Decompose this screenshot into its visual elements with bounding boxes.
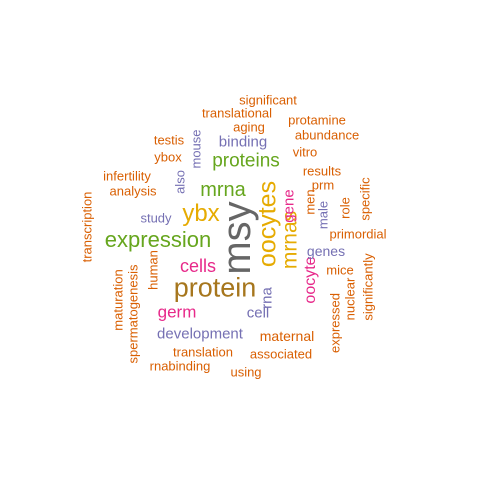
word-expression: expression <box>104 227 212 252</box>
word-men: men <box>302 189 318 215</box>
word-infertility: infertility <box>103 168 151 184</box>
word-specific: specific <box>357 177 373 221</box>
word-expressed: expressed <box>327 293 343 353</box>
word-development: development <box>157 325 243 343</box>
word-ybox: ybox <box>154 149 182 165</box>
word-gene: gene <box>280 189 298 223</box>
word-also: also <box>172 170 188 194</box>
word-study: study <box>140 210 172 226</box>
word-protein: protein <box>173 272 257 303</box>
word-spermatogenesis: spermatogenesis <box>125 264 141 364</box>
word-oocyte: oocyte <box>302 256 319 304</box>
word-aging: aging <box>233 119 265 135</box>
word-maternal: maternal <box>259 328 315 344</box>
word-translation: translation <box>173 344 233 360</box>
word-rna: rna <box>258 287 276 309</box>
word-abundance: abundance <box>294 127 360 143</box>
word-vitro: vitro <box>292 144 318 160</box>
word-associated: associated <box>249 346 313 362</box>
word-ybx: ybx <box>182 200 220 227</box>
word-mrna: mrna <box>200 179 246 201</box>
word-rnabinding: rnabinding <box>149 358 211 374</box>
word-proteins: proteins <box>212 150 280 172</box>
word-oocytes: oocytes <box>253 180 282 268</box>
word-cell: cell <box>246 304 270 322</box>
word-primordial: primordial <box>329 226 387 242</box>
word-translational: translational <box>201 105 273 121</box>
word-mouse: mouse <box>188 129 204 169</box>
word-prm: prm <box>311 177 335 193</box>
word-msy: msy <box>215 201 259 275</box>
word-results: results <box>302 163 342 179</box>
word-transcription: transcription <box>79 191 95 263</box>
word-mice: mice <box>326 262 354 278</box>
word-significant: significant <box>239 92 297 108</box>
word-cells: cells <box>179 256 217 276</box>
word-maturation: maturation <box>110 269 126 331</box>
word-protamine: protamine <box>288 112 346 128</box>
word-binding: binding <box>218 133 268 151</box>
word-testis: testis <box>153 132 185 148</box>
word-analysis: analysis <box>109 183 157 199</box>
word-male: male <box>315 200 331 230</box>
word-significantly: significantly <box>360 253 376 321</box>
word-human: human <box>145 250 161 290</box>
word-using: using <box>230 364 262 380</box>
word-germ: germ <box>157 302 197 322</box>
word-genes: genes <box>306 243 346 259</box>
word-nuclear: nuclear <box>342 277 358 321</box>
word-role: role <box>337 197 353 219</box>
